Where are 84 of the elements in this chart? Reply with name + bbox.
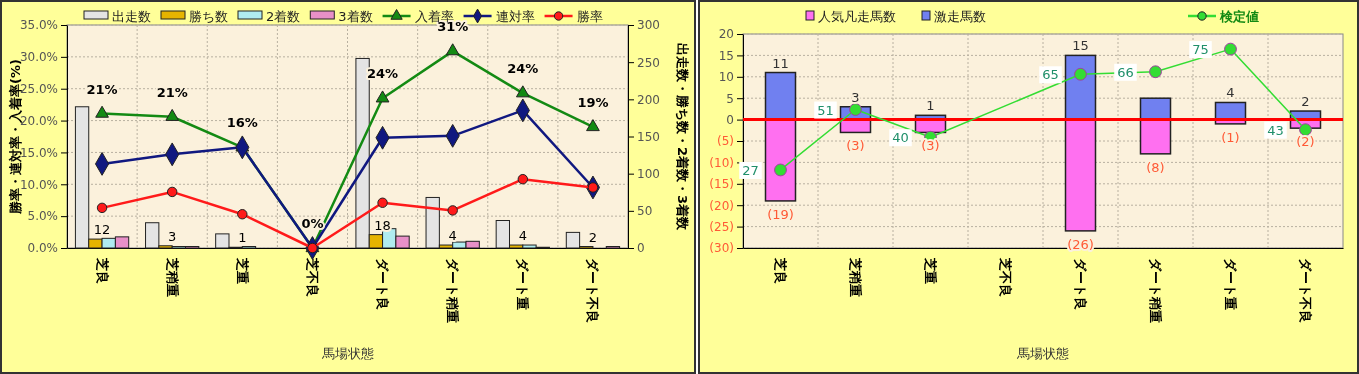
y2-tick-label: 200 bbox=[637, 92, 660, 107]
y-tick-label: 10 bbox=[718, 70, 734, 85]
data-label: 27 bbox=[742, 162, 759, 178]
data-label: 18 bbox=[374, 217, 391, 233]
y-tick-label: (25) bbox=[709, 219, 734, 234]
legend-label: 連対率 bbox=[495, 9, 535, 24]
x-tick-label: ダート重 bbox=[1222, 258, 1238, 310]
x-tick-label: ダート不良 bbox=[585, 258, 601, 323]
x-axis-title: 馬場状態 bbox=[1016, 346, 1069, 361]
y-tick-label: (30) bbox=[709, 241, 734, 256]
legend-label: 激走馬数 bbox=[934, 9, 986, 24]
x-tick-label: 芝重 bbox=[922, 257, 938, 284]
legend-label: 勝率 bbox=[576, 9, 603, 24]
x-axis-title: 馬場状態 bbox=[320, 346, 374, 361]
data-label: 2 bbox=[1301, 94, 1310, 110]
data-label: 11 bbox=[772, 55, 789, 71]
x-tick-label: 芝良 bbox=[772, 257, 788, 284]
data-label: 40 bbox=[892, 130, 909, 146]
x-tick-label: ダート不良 bbox=[1297, 258, 1313, 323]
x-tick-label: 芝良 bbox=[94, 257, 110, 284]
data-label: 15 bbox=[1072, 38, 1089, 54]
legend-label: 出走数 bbox=[112, 9, 151, 24]
y-tick-label: (15) bbox=[709, 177, 734, 192]
x-tick-label: ダート良 bbox=[1072, 258, 1088, 310]
data-label: 0% bbox=[301, 216, 324, 231]
x-tick-label: ダート稍重 bbox=[445, 258, 461, 323]
y-tick-label: 0 bbox=[726, 112, 734, 127]
data-label: 12 bbox=[93, 222, 111, 238]
data-label: 1 bbox=[926, 98, 935, 114]
y-tick-label: 20 bbox=[718, 27, 734, 42]
data-label: 4 bbox=[518, 228, 527, 244]
y-tick-label: 10.0% bbox=[19, 177, 58, 192]
y-tick-label: 35.0% bbox=[19, 18, 58, 33]
x-tick-label: 芝重 bbox=[234, 257, 250, 284]
data-label: 66 bbox=[1117, 64, 1134, 80]
y-tick-label: (20) bbox=[709, 198, 734, 213]
legend-label: 検定値 bbox=[1219, 9, 1259, 24]
x-tick-label: 芝稍重 bbox=[847, 257, 863, 297]
data-label: 75 bbox=[1192, 42, 1209, 58]
x-tick-label: 芝稍重 bbox=[164, 257, 180, 297]
data-label: 24% bbox=[507, 61, 539, 77]
data-label: 16% bbox=[226, 115, 258, 131]
y2-tick-label: 50 bbox=[637, 204, 653, 219]
y-tick-label: 15 bbox=[718, 48, 734, 63]
x-tick-label: 芝不良 bbox=[997, 257, 1013, 297]
data-label: 2 bbox=[588, 229, 598, 245]
data-label: (26) bbox=[1067, 236, 1094, 252]
data-label: (1) bbox=[1221, 129, 1240, 145]
data-label: 51 bbox=[817, 102, 834, 118]
y-tick-label: (5) bbox=[717, 134, 734, 149]
data-label: (3) bbox=[846, 138, 865, 154]
y-tick-label: (10) bbox=[709, 155, 734, 170]
legend-label: 2着数 bbox=[266, 9, 301, 24]
legend-label: 人気凡走馬数 bbox=[818, 9, 896, 24]
y-tick-label: 5.0% bbox=[27, 209, 58, 224]
data-label: 21% bbox=[86, 81, 118, 97]
data-label: (8) bbox=[1146, 159, 1165, 175]
y2-tick-label: 0 bbox=[637, 241, 645, 256]
data-label: 43 bbox=[1267, 122, 1284, 138]
data-label: 21% bbox=[156, 84, 188, 100]
data-label: (3) bbox=[921, 138, 940, 154]
data-label: 3 bbox=[168, 228, 177, 244]
y2-tick-label: 100 bbox=[637, 167, 660, 182]
legend-label: 入着率 bbox=[414, 9, 454, 24]
legend-label: 勝ち数 bbox=[189, 9, 228, 24]
y-tick-label: 0.0% bbox=[27, 241, 58, 256]
data-label: (19) bbox=[767, 206, 794, 222]
x-tick-label: ダート重 bbox=[515, 258, 531, 310]
data-label: 3 bbox=[851, 89, 860, 105]
data-label: 1 bbox=[238, 230, 247, 246]
y2-tick-label: 300 bbox=[637, 18, 660, 33]
data-label: 19% bbox=[577, 94, 609, 110]
y2-tick-label: 150 bbox=[637, 129, 660, 144]
data-label: (2) bbox=[1296, 134, 1315, 150]
y2-axis-title: 出走数・勝ち数・2着数・3着数 bbox=[675, 42, 690, 232]
data-label: 65 bbox=[1042, 67, 1059, 83]
y-tick-label: 5 bbox=[726, 91, 734, 106]
x-tick-label: ダート良 bbox=[375, 258, 391, 310]
data-label: 4 bbox=[448, 228, 457, 244]
y2-tick-label: 250 bbox=[637, 55, 660, 70]
legend-label: 3着数 bbox=[338, 9, 373, 24]
x-tick-label: 芝不良 bbox=[304, 257, 320, 297]
data-label: 4 bbox=[1226, 85, 1235, 101]
x-tick-label: ダート稍重 bbox=[1147, 258, 1163, 323]
